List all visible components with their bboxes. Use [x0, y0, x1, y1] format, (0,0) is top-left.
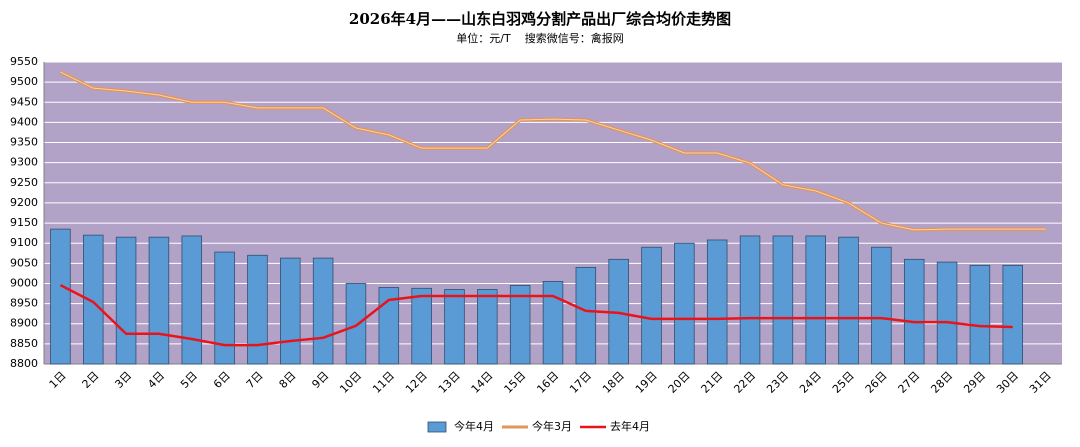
bar [280, 257, 301, 365]
bar [50, 228, 71, 365]
bar [969, 264, 991, 365]
y-tick-label: 9000 [10, 276, 38, 289]
y-tick-label: 9400 [10, 115, 38, 128]
bar [739, 235, 761, 365]
bar [542, 281, 564, 365]
x-tick-label: 6日 [211, 369, 233, 391]
x-tick-label: 16日 [534, 369, 561, 396]
x-tick-label: 21日 [699, 369, 726, 396]
y-tick-label: 8800 [10, 357, 38, 370]
y-tick-label: 9450 [10, 95, 38, 108]
bar [772, 235, 794, 365]
legend-swatch [427, 421, 447, 433]
x-tick-label: 14日 [469, 369, 496, 396]
x-tick-label: 18日 [600, 369, 627, 396]
bar [411, 287, 432, 365]
x-tick-label: 17日 [567, 369, 594, 396]
legend-label: 今年4月 [454, 419, 494, 433]
legend-label: 今年3月 [532, 419, 572, 433]
bar [247, 254, 268, 365]
line-series [59, 283, 1013, 347]
bar [509, 285, 531, 365]
x-tick-label: 22日 [731, 369, 758, 396]
y-tick-label: 9250 [10, 176, 38, 189]
bar [674, 242, 695, 365]
y-tick-label: 9100 [10, 236, 38, 249]
x-tick-label: 28日 [928, 369, 955, 396]
x-tick-label: 5日 [178, 369, 200, 391]
x-tick-label: 2日 [80, 369, 102, 391]
y-tick-label: 9550 [10, 55, 38, 68]
legend-label: 去年4月 [610, 419, 650, 433]
x-tick-label: 13日 [436, 369, 463, 396]
bar [214, 251, 235, 365]
bar [575, 266, 597, 365]
chart-subtitle: 单位：元/T 搜索微信号：禽报网 [456, 31, 623, 45]
x-tick-label: 7日 [244, 369, 266, 391]
bar [148, 236, 170, 365]
x-tick-label: 9日 [309, 369, 331, 391]
bar [838, 236, 859, 365]
line-inner [60, 71, 1046, 231]
x-tick-label: 23日 [764, 369, 791, 396]
bar [706, 239, 728, 365]
y-tick-label: 9500 [10, 75, 38, 88]
bar [477, 289, 498, 365]
x-tick-label: 12日 [403, 369, 430, 396]
bar [83, 234, 104, 365]
y-tick-label: 9050 [10, 256, 38, 269]
y-tick-label: 8950 [10, 297, 38, 310]
y-tick-label: 9350 [10, 136, 38, 149]
x-tick-label: 8日 [277, 369, 299, 391]
bar [805, 235, 826, 365]
bar [312, 257, 334, 365]
bar [345, 283, 367, 365]
x-tick-label: 24日 [797, 369, 824, 396]
x-tick-label: 4日 [145, 369, 167, 391]
y-tick-label: 9200 [10, 196, 38, 209]
x-tick-label: 29日 [961, 369, 988, 396]
bar [115, 236, 137, 365]
y-tick-label: 8850 [10, 337, 38, 350]
bar [1002, 264, 1023, 365]
bar [871, 246, 892, 365]
bar [641, 246, 662, 365]
x-tick-label: 1日 [47, 369, 69, 391]
x-tick-label: 31日 [1027, 369, 1054, 396]
y-tick-label: 9150 [10, 216, 38, 229]
bar [936, 261, 958, 365]
x-tick-label: 25日 [830, 369, 857, 396]
bar [181, 235, 203, 365]
x-tick-label: 15日 [502, 369, 529, 396]
x-tick-label: 11日 [370, 369, 397, 396]
chart-title: 2026年4月——山东白羽鸡分割产品出厂综合均价走势图 [349, 10, 731, 28]
bar [378, 287, 400, 365]
x-tick-label: 3日 [112, 369, 134, 391]
x-tick-label: 19日 [633, 369, 660, 396]
y-tick-label: 8900 [10, 317, 38, 330]
x-tick-label: 20日 [666, 369, 693, 396]
x-tick-label: 26日 [863, 369, 890, 396]
bar [903, 258, 925, 365]
x-tick-label: 10日 [337, 369, 364, 396]
x-tick-label: 27日 [896, 369, 923, 396]
x-tick-label: 30日 [994, 369, 1021, 396]
bar [444, 289, 465, 365]
y-tick-label: 9300 [10, 156, 38, 169]
